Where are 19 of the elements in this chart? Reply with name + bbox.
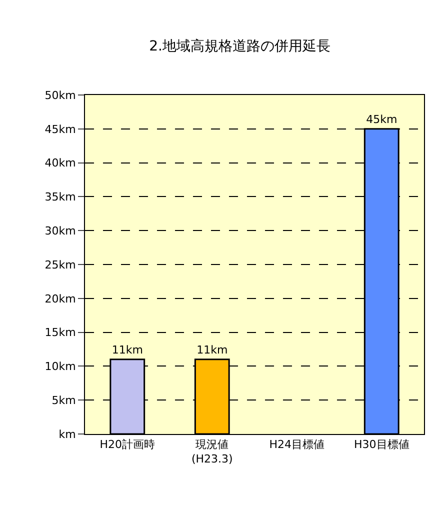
- y-tick-label: 45km: [44, 122, 76, 136]
- y-tick-label: 40km: [44, 156, 76, 170]
- y-tick-label: 30km: [44, 224, 76, 238]
- y-tick-label: 20km: [44, 292, 76, 306]
- data-label: 45km: [366, 112, 398, 126]
- y-tick-label: 35km: [44, 190, 76, 204]
- x-tick-label: H24目標値: [269, 438, 325, 452]
- data-label: 11km: [112, 343, 143, 356]
- y-tick-label: 25km: [44, 258, 76, 272]
- data-label: 11km: [196, 343, 228, 356]
- x-tick-label: H30目標値: [354, 438, 410, 452]
- y-tick-label: km: [58, 428, 76, 441]
- x-tick-label: H20計画時: [100, 438, 156, 452]
- y-tick-label: 5km: [52, 394, 76, 407]
- y-tick-label: 50km: [44, 88, 76, 102]
- x-tick-label: 現況値 (H23.3): [191, 438, 233, 466]
- y-tick-label: 10km: [44, 360, 76, 374]
- y-tick-label: 15km: [44, 326, 76, 340]
- chart-title: 2.地域高規格道路の併用延長: [149, 38, 330, 55]
